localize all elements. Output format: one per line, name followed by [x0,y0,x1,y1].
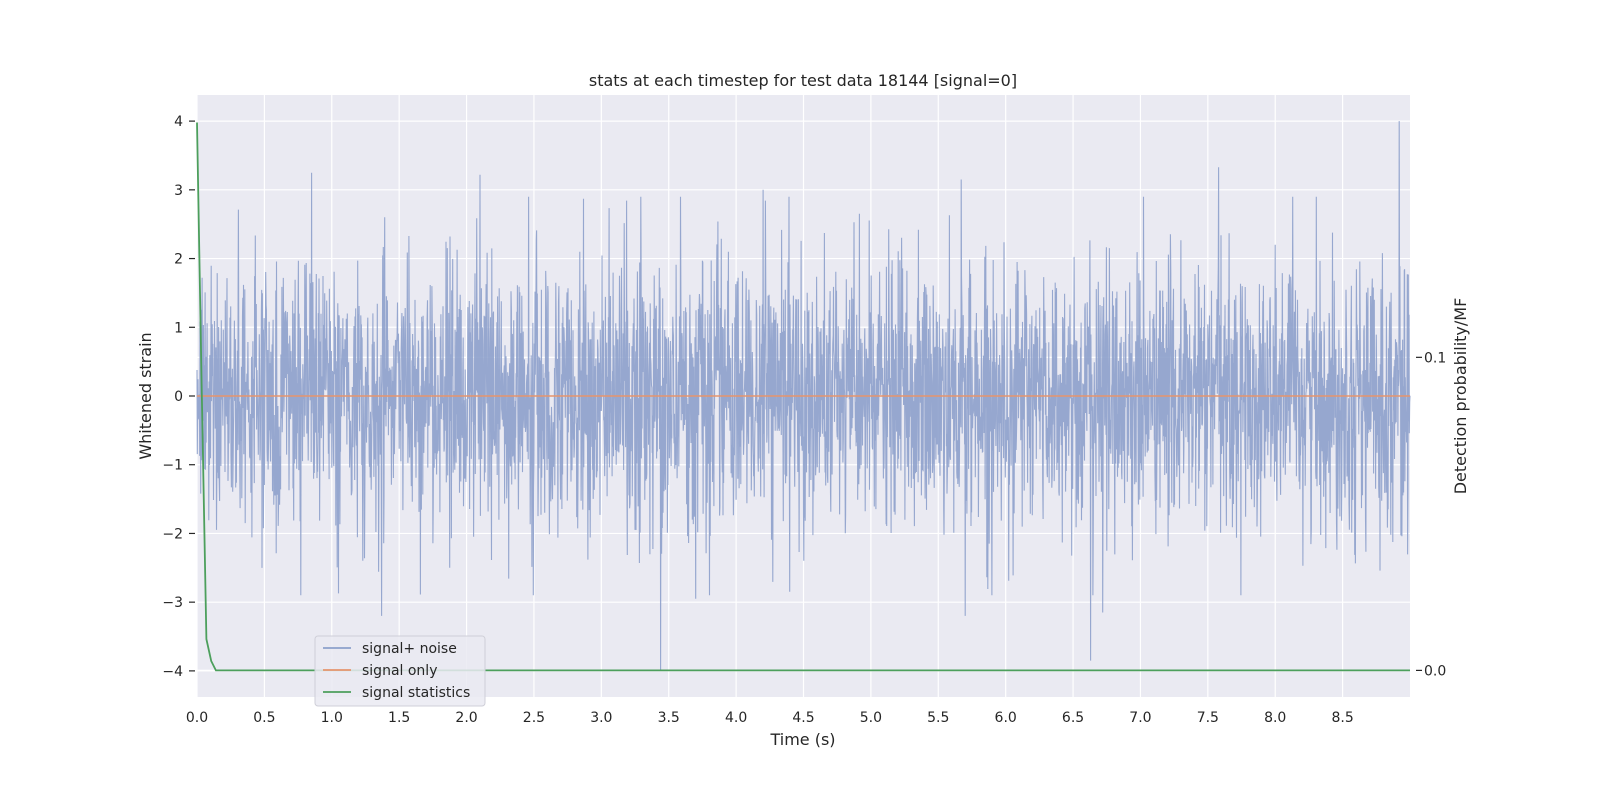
y-tick-label: −3 [162,595,183,611]
y-tick-label: 4 [174,114,183,130]
legend-box [314,635,486,707]
x-tick-label: 2.0 [455,710,477,726]
y-tick-label: 0 [174,389,183,405]
y2-axis-label: Detection probability/MF [1451,298,1470,495]
legend-label-signal-only: signal only [362,663,437,679]
y2-tick-label: 0.1 [1424,350,1446,366]
legend-label-signal-statistics: signal statistics [362,685,470,701]
y2-axis-ticks: 0.1 0.0 [1416,350,1446,679]
y-tick-label: −4 [162,664,183,680]
x-tick-label: 8.0 [1264,710,1286,726]
x-tick-label: 4.5 [792,710,814,726]
x-tick-label: 3.0 [590,710,612,726]
chart-title: stats at each timestep for test data 181… [589,71,1017,90]
y-tick-label: −1 [162,458,183,474]
x-tick-label: 6.5 [1062,710,1084,726]
x-tick-label: 1.5 [388,710,410,726]
y-tick-label: 3 [174,183,183,199]
x-tick-label: 4.0 [725,710,747,726]
y-tick-label: 1 [174,320,183,336]
line-signal-noise [196,121,1411,671]
x-tick-label: 2.5 [523,710,545,726]
x-axis-ticks: 0.0 0.5 1.0 1.5 2.0 2.5 3.0 3.5 4.0 4.5 5.0 5.5 6.0 6… [186,710,1354,726]
x-tick-label: 1.0 [321,710,343,726]
x-tick-label: 0.5 [253,710,275,726]
y-axis-ticks: 4 3 2 1 0 −1 −2 −3 −4 [162,114,195,680]
y-tick-label: 2 [174,252,183,268]
x-tick-label: 6.0 [995,710,1017,726]
y-axis-label: Whitened strain [136,332,155,459]
x-tick-label: 7.0 [1129,710,1151,726]
series-signal-noise [196,121,1411,671]
x-axis-label: Time (s) [769,730,835,749]
legend-label-signal-noise: signal+ noise [362,641,457,657]
x-tick-label: 8.5 [1331,710,1353,726]
legend: signal+ noise signal only signal statist… [314,635,486,707]
x-tick-label: 0.0 [186,710,208,726]
x-tick-label: 5.5 [927,710,949,726]
y-tick-label: −2 [162,526,183,542]
x-tick-label: 7.5 [1197,710,1219,726]
x-tick-label: 3.5 [658,710,680,726]
x-tick-label: 5.0 [860,710,882,726]
y2-tick-label: 0.0 [1424,663,1446,679]
